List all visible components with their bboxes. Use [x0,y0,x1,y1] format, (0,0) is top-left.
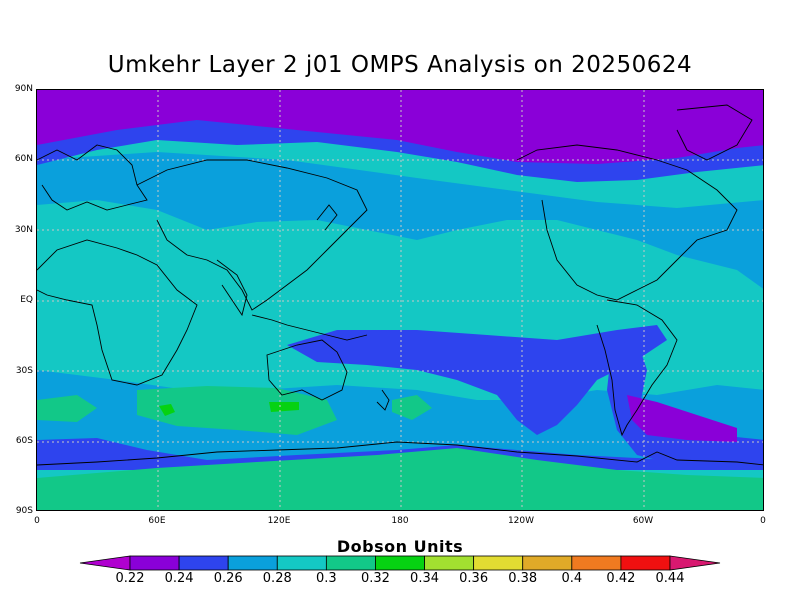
colorbar-box [473,555,524,571]
field-green-antarctica [37,448,763,510]
coast-japan [316,204,338,231]
colorbar-label: 0.38 [508,571,538,586]
colorbar-label: 0.4 [561,571,583,586]
lat-tick-eq: EQ [20,295,33,305]
colorbar-box [424,555,475,571]
coast-australia [266,339,348,401]
field-bright-green-2 [269,402,299,412]
colorbar-label: 0.28 [262,571,292,586]
map-title: Umkehr Layer 2 j01 OMPS Analysis on 2025… [107,52,693,78]
colorbar-label: 0.34 [410,571,440,586]
field-purple-south-america [627,395,737,442]
lon-tick-120e: 120E [267,516,291,526]
lat-tick-60n: 60N [14,154,33,164]
lat-tick-90n: 90N [14,84,33,94]
coast-indonesia [251,314,368,341]
lat-tick-30s: 30S [15,366,33,376]
coast-north-america [516,144,738,301]
lon-tick-60e: 60E [148,516,166,526]
colorbar-box [571,555,622,571]
field-green-south-indian [137,386,337,435]
lon-tick-120w: 120W [507,516,535,526]
coast-south-america [596,299,678,437]
colorbar-label: 0.24 [164,571,194,586]
coast-greenland [676,104,753,161]
colorbar-box [276,555,327,571]
colorbar-arrow-high [669,555,721,571]
colorbar-box [178,555,229,571]
coastlines [37,104,763,466]
field-bright-green-1 [159,404,175,416]
field-blue-south-pacific [287,325,667,435]
colorbar-box [129,555,180,571]
colorbar-box [375,555,425,571]
coast-india [216,259,248,317]
colorbar-label: 0.44 [655,571,685,586]
colorbar-box [620,555,671,571]
colorbar-label: 0.22 [115,571,145,586]
colorbar-label: 0.42 [606,571,636,586]
colorbar-label: 0.3 [316,571,337,586]
lat-tick-60s: 60S [15,436,33,446]
field-green-tasman [392,395,432,420]
lon-tick-0-east: 0 [760,516,766,526]
colorbar-label: 0.26 [213,571,243,586]
map-panel [36,89,764,511]
lon-tick-60w: 60W [632,516,654,526]
gridlines [37,90,763,510]
field-light-blue-north [37,152,763,289]
lat-tick-90s: 90S [15,506,33,516]
colorbar-box [227,555,278,571]
lat-tick-30n: 30N [14,225,33,235]
colorbar-label: 0.36 [459,571,489,586]
coast-africa [37,239,198,386]
coast-antarctica [37,441,763,466]
coast-europe [37,144,148,211]
colorbar-title: Dobson Units [336,537,464,556]
colorbar-arrow-low [79,555,131,571]
coast-new-zealand [376,389,390,411]
field-green-south-atlantic [37,395,97,422]
lon-tick-180: 180 [391,516,409,526]
colorbar [79,555,721,571]
coast-asia [136,159,368,311]
colorbar-label: 0.32 [360,571,390,586]
colorbar-box [325,555,376,571]
colorbar-box [522,555,573,571]
lon-tick-0: 0 [34,516,40,526]
ozone-map [37,90,763,510]
